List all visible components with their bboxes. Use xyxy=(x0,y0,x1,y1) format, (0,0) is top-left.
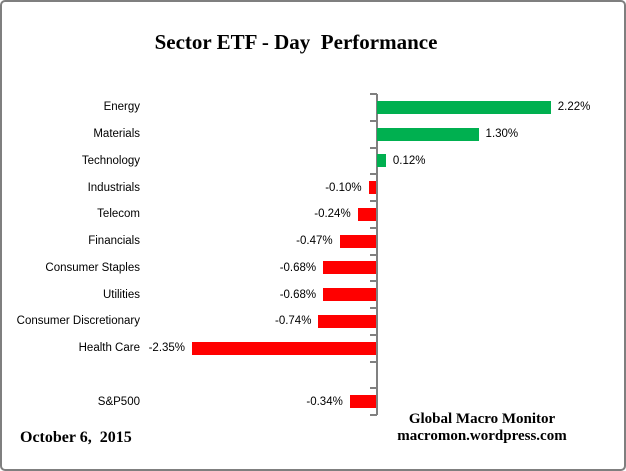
axis-tick xyxy=(369,226,377,229)
value-label: -0.68% xyxy=(279,288,317,301)
category-label: Energy xyxy=(103,101,140,114)
bar-positive xyxy=(376,100,551,114)
value-label: 1.30% xyxy=(485,128,519,141)
axis-tick xyxy=(369,173,377,176)
axis-tick xyxy=(369,360,377,363)
axis-tick xyxy=(369,280,377,283)
bar-negative xyxy=(323,261,377,275)
category-label: Consumer Discretionary xyxy=(16,315,140,328)
bar-negative xyxy=(318,314,377,328)
axis-tick xyxy=(369,253,377,256)
bar-negative xyxy=(192,341,377,355)
bar-negative xyxy=(368,181,377,195)
chart-date: October 6, 2015 xyxy=(20,429,132,446)
value-label: 2.22% xyxy=(557,101,591,114)
axis-tick xyxy=(369,200,377,202)
category-label: Telecom xyxy=(97,208,140,221)
brand-name: Global Macro Monitor xyxy=(408,411,556,427)
axis-tick xyxy=(369,146,377,149)
bar-negative xyxy=(357,207,377,221)
axis-tick xyxy=(369,387,377,390)
bar-positive xyxy=(376,154,386,168)
category-label: Technology xyxy=(81,154,140,167)
brand-attribution: Global Macro Monitor macromon.wordpress.… xyxy=(376,411,588,445)
category-label: Consumer Staples xyxy=(45,261,140,274)
value-label: -0.34% xyxy=(306,395,343,408)
category-label: Industrials xyxy=(87,181,140,194)
bar-negative xyxy=(323,288,377,302)
brand-url: macromon.wordpress.com xyxy=(397,428,567,444)
category-label: Health Care xyxy=(78,342,140,355)
category-label: Materials xyxy=(93,128,140,141)
value-label: -0.47% xyxy=(296,235,333,248)
axis-tick xyxy=(369,119,377,122)
value-label: 0.12% xyxy=(392,154,426,167)
value-label: -0.24% xyxy=(314,208,351,221)
category-label: S&P500 xyxy=(97,395,140,408)
axis-tick xyxy=(369,307,377,309)
value-label: -0.68% xyxy=(279,261,317,274)
axis-tick xyxy=(369,333,377,336)
value-label: -0.74% xyxy=(274,315,312,328)
axis-tick xyxy=(369,414,377,416)
bar-negative xyxy=(349,395,377,409)
bar-negative xyxy=(339,234,377,248)
category-label: Utilities xyxy=(102,288,140,301)
chart-title: Sector ETF - Day Performance xyxy=(154,30,438,54)
y-axis-line xyxy=(375,94,378,415)
category-label: Financials xyxy=(88,235,140,248)
value-label: -2.35% xyxy=(148,342,186,355)
bar-positive xyxy=(376,127,479,141)
value-label: -0.10% xyxy=(325,181,362,194)
axis-tick xyxy=(369,93,377,95)
